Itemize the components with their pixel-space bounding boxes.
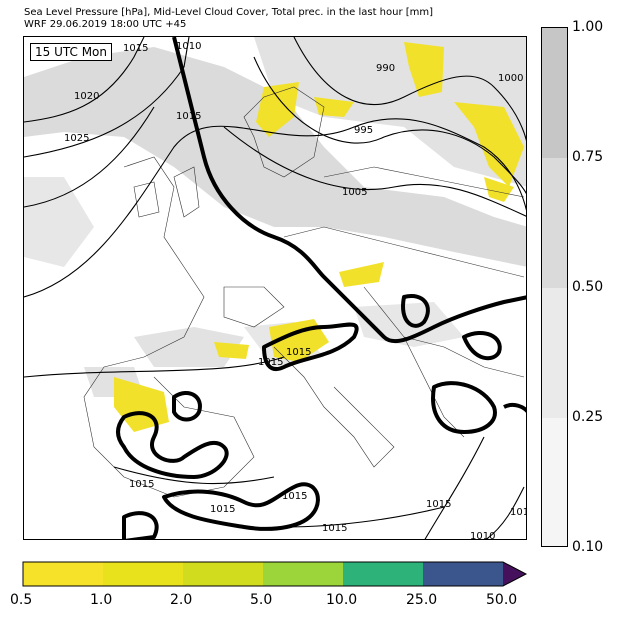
cloud-cover-layer [24,37,526,397]
colorbar-label: 0.25 [572,409,604,425]
isobar-label: 990 [376,63,395,74]
colorbar-outline [22,561,528,587]
colorbar-label: 0.75 [572,149,604,165]
coastline-layer [83,86,525,498]
colorbar-label: 0.5 [10,592,33,608]
colorbar-label: 0.10 [572,539,604,555]
isobar-label: 1015 [258,357,283,368]
map-title-line1: Sea Level Pressure [hPa], Mid-Level Clou… [24,7,434,18]
colorbar-segment [542,28,567,158]
colorbar-segment [263,562,343,586]
colorbar-segment [103,562,183,586]
colorbar-segment [542,158,567,288]
colorbar-segment [343,562,423,586]
colorbar-label: 5.0 [250,592,273,608]
isobar-label: 1015 [426,499,451,510]
isobar-label: 1015 [322,523,347,534]
colorbar-label: 25.0 [406,592,438,608]
colorbar-label: 50.0 [486,592,518,608]
isobar-label: 1020 [74,91,99,102]
isobar-label: 1010 [176,41,201,52]
map-canvas: 1015 1010 1020 1025 1015 990 995 1000 10… [24,37,527,540]
colorbar-segment [183,562,263,586]
isobar-label: 1015 [210,504,235,515]
colorbar-segment [542,418,567,546]
precipitation-colorbar [22,561,528,587]
colorbar-label: 1.0 [90,592,113,608]
colorbar-extension [503,562,526,586]
colorbar-segment [23,562,103,586]
colorbar-segment [542,288,567,418]
colorbar-segment [423,562,503,586]
colorbar-label: 0.50 [572,279,604,295]
colorbar-label: 10.0 [326,592,358,608]
isobar-label: 1000 [498,73,523,84]
isobar-labels: 1015 1010 1020 1025 1015 990 995 1000 10… [64,41,527,540]
time-label: 15 UTC Mon [30,43,112,61]
cloud-cover-colorbar [541,27,568,547]
colorbar-label: 2.0 [170,592,193,608]
isobar-label: 1015 [129,479,154,490]
isobar-label: 1015 [286,347,311,358]
isobar-label: 1010 [510,507,527,518]
isobar-label: 1025 [64,133,89,144]
isobar-label: 995 [354,125,373,136]
map-panel: 1015 1010 1020 1025 1015 990 995 1000 10… [23,36,527,540]
isobar-label: 1010 [470,531,495,540]
isobar-layer [24,37,526,539]
colorbar-label: 1.00 [572,19,604,35]
isobar-label: 1005 [342,187,367,198]
isobar-label: 1015 [123,43,148,54]
isobar-label: 1015 [176,111,201,122]
map-title-line2: WRF 29.06.2019 18:00 UTC +45 [24,19,187,30]
isobar-label: 1015 [282,491,307,502]
isobar-1015-layer [116,37,526,539]
